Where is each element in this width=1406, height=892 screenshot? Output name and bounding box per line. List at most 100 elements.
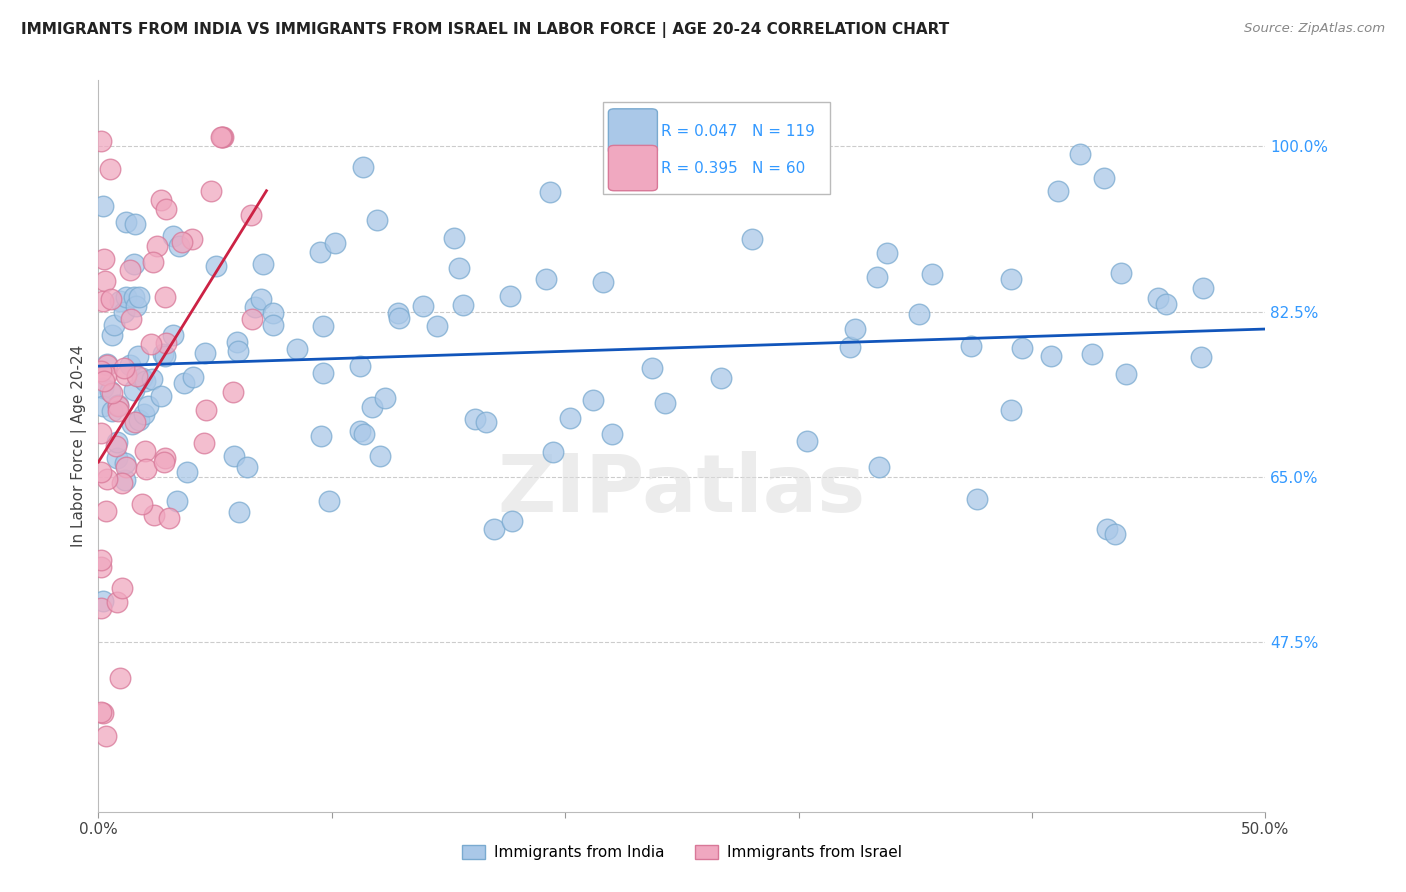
Point	[541, 445, 564, 459]
Point	[94, 729, 117, 743]
Point	[352, 160, 374, 174]
Point	[318, 494, 340, 508]
Point	[107, 398, 129, 412]
Point	[1191, 281, 1213, 295]
Point	[153, 350, 176, 364]
Point	[250, 292, 273, 306]
Point	[1081, 347, 1104, 361]
Point	[90, 560, 112, 574]
Point	[1104, 527, 1126, 541]
Point	[128, 413, 150, 427]
Point	[600, 427, 623, 442]
Text: IMMIGRANTS FROM INDIA VS IMMIGRANTS FROM ISRAEL IN LABOR FORCE | AGE 20-24 CORRE: IMMIGRANTS FROM INDIA VS IMMIGRANTS FROM…	[21, 22, 949, 38]
Point	[114, 473, 136, 487]
Point	[155, 202, 177, 217]
Point	[592, 276, 614, 290]
Point	[225, 334, 247, 349]
Point	[124, 291, 146, 305]
Point	[124, 217, 146, 231]
Point	[960, 339, 983, 353]
Point	[838, 340, 860, 354]
Point	[426, 318, 449, 333]
Point	[482, 522, 505, 536]
FancyBboxPatch shape	[603, 103, 830, 194]
Point	[921, 268, 943, 282]
Point	[453, 298, 475, 312]
Point	[741, 232, 763, 246]
Point	[153, 451, 176, 466]
Point	[90, 465, 112, 479]
Point	[155, 336, 177, 351]
Point	[222, 450, 245, 464]
Point	[91, 382, 114, 396]
Point	[145, 239, 167, 253]
Point	[125, 369, 148, 384]
Point	[287, 343, 309, 357]
Point	[94, 368, 117, 382]
Legend: Immigrants from India, Immigrants from Israel: Immigrants from India, Immigrants from I…	[456, 839, 908, 866]
Point	[228, 343, 250, 358]
Text: Source: ZipAtlas.com: Source: ZipAtlas.com	[1244, 22, 1385, 36]
Point	[193, 436, 215, 450]
Point	[312, 366, 335, 380]
Point	[107, 404, 129, 418]
Point	[166, 493, 188, 508]
Point	[125, 299, 148, 313]
Point	[124, 415, 146, 429]
Point	[114, 456, 136, 470]
Point	[157, 511, 180, 525]
Y-axis label: In Labor Force | Age 20-24: In Labor Force | Age 20-24	[72, 345, 87, 547]
Point	[641, 360, 664, 375]
Point	[710, 371, 733, 385]
Point	[176, 465, 198, 479]
Point	[374, 391, 396, 405]
Point	[169, 239, 191, 253]
Point	[349, 359, 371, 373]
Point	[91, 199, 114, 213]
Point	[100, 386, 122, 401]
Point	[115, 459, 138, 474]
Point	[183, 370, 205, 384]
Point	[309, 428, 332, 442]
Point	[370, 449, 392, 463]
Point	[464, 412, 486, 426]
Point	[139, 336, 162, 351]
Point	[90, 705, 112, 719]
Point	[134, 444, 156, 458]
Point	[1011, 342, 1033, 356]
Point	[181, 232, 204, 246]
Point	[136, 399, 159, 413]
Point	[501, 514, 523, 528]
Point	[228, 505, 250, 519]
Point	[131, 497, 153, 511]
Point	[844, 322, 866, 336]
Point	[349, 424, 371, 438]
Point	[796, 434, 818, 448]
Point	[90, 553, 112, 567]
Point	[142, 255, 165, 269]
Point	[200, 184, 222, 198]
Point	[252, 256, 274, 270]
Point	[152, 347, 174, 361]
Point	[153, 290, 176, 304]
Point	[204, 259, 226, 273]
Point	[96, 472, 118, 486]
Point	[110, 293, 132, 308]
Point	[96, 504, 118, 518]
Point	[91, 399, 114, 413]
Point	[1000, 271, 1022, 285]
Point	[101, 327, 124, 342]
Text: R = 0.047: R = 0.047	[661, 124, 737, 139]
Point	[91, 593, 114, 607]
Point	[96, 357, 118, 371]
Point	[1047, 184, 1070, 198]
Point	[111, 476, 134, 491]
Point	[115, 214, 138, 228]
Point	[353, 427, 375, 442]
Point	[582, 392, 605, 407]
Text: R = 0.395: R = 0.395	[661, 161, 738, 176]
Point	[121, 417, 143, 431]
Point	[105, 451, 128, 466]
Point	[90, 364, 112, 378]
Point	[134, 374, 156, 388]
